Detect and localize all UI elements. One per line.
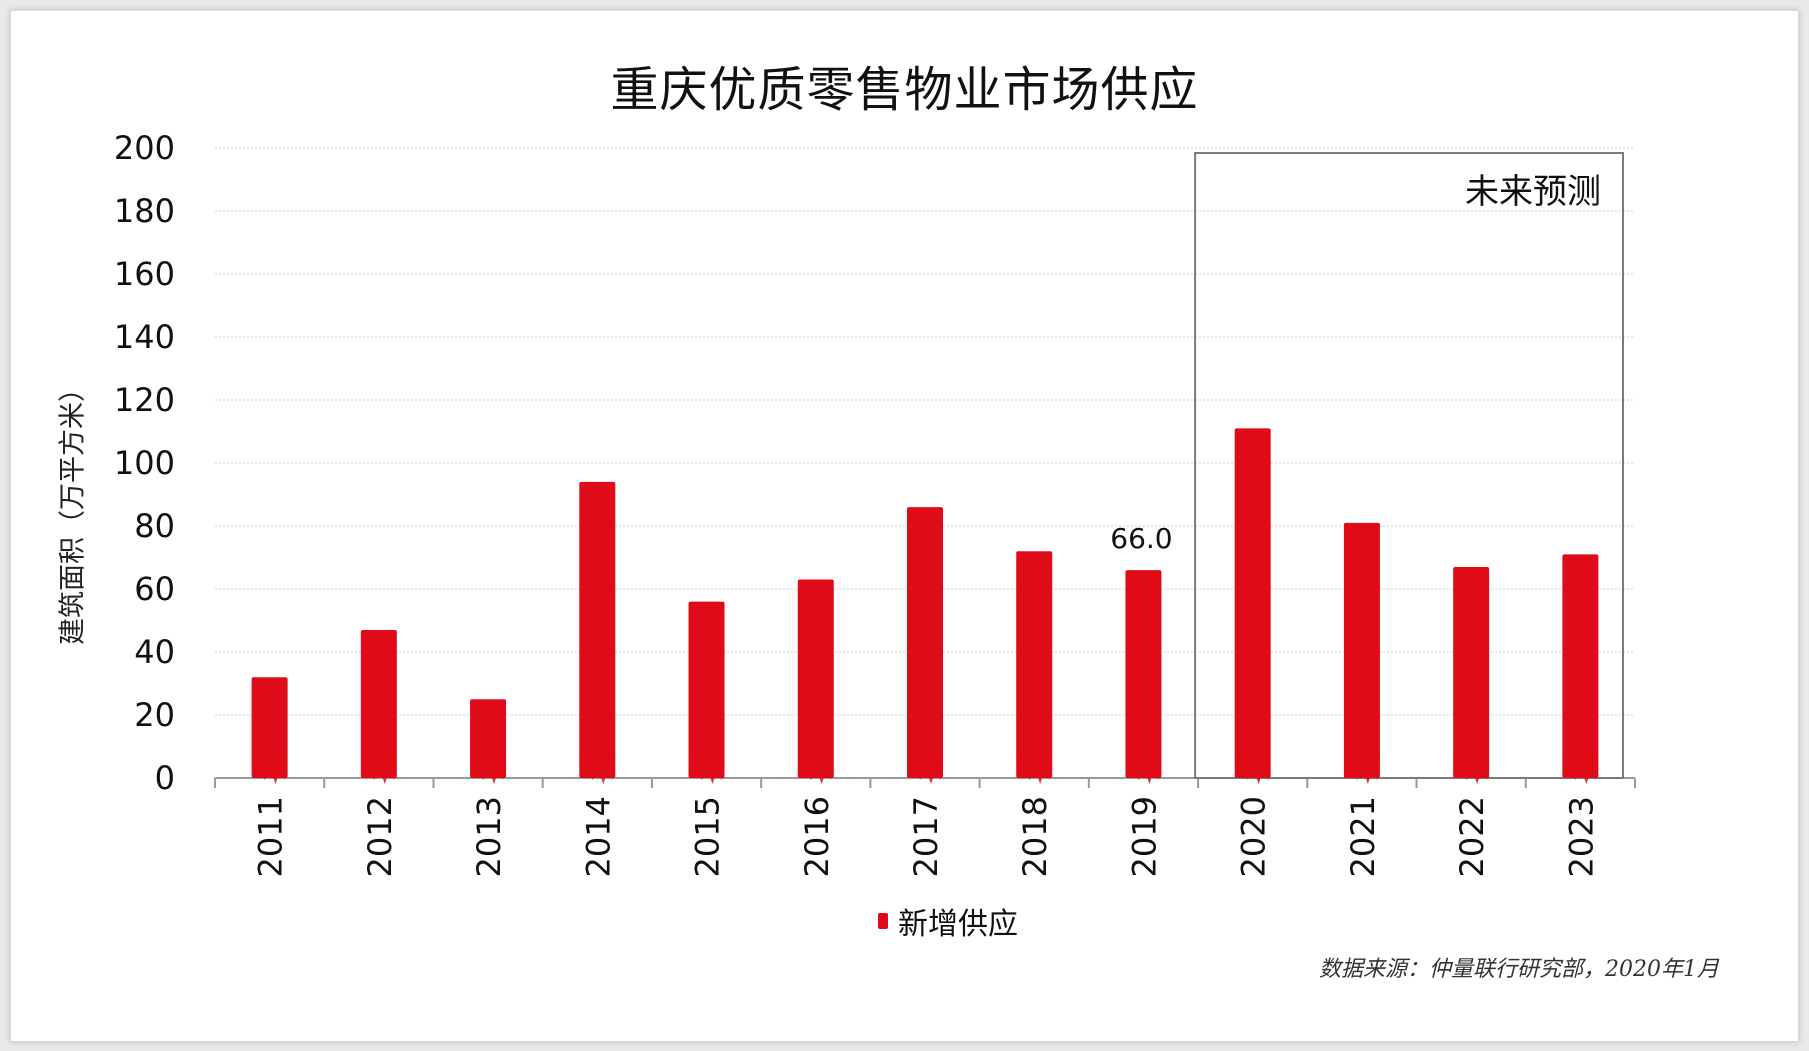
legend-swatch <box>878 913 888 929</box>
y-tick-label: 60 <box>134 570 175 608</box>
bar-brush-edge <box>470 758 507 784</box>
forecast-label: 未来预测 <box>1465 172 1601 212</box>
x-tick-label: 2023 <box>1562 796 1600 877</box>
bar-brush-edge <box>1234 758 1271 784</box>
forecast-box <box>1194 152 1624 779</box>
y-tick-label: 160 <box>114 255 175 293</box>
bar <box>1562 554 1599 778</box>
x-tick-label: 2020 <box>1235 796 1273 877</box>
x-tick-label: 2012 <box>361 796 399 877</box>
bar <box>1453 566 1490 778</box>
x-tick-label: 2022 <box>1453 796 1491 877</box>
bar <box>1016 551 1053 778</box>
bar <box>251 677 288 778</box>
bar-brush-edge <box>579 758 616 784</box>
bar <box>1343 522 1380 778</box>
bar-brush-edge <box>907 758 943 784</box>
legend-label: 新增供应 <box>898 907 1018 942</box>
bar <box>360 629 397 778</box>
bar-brush-edge <box>1562 758 1599 784</box>
bar-brush-edge <box>688 758 725 784</box>
x-tick-label: 2021 <box>1344 796 1382 877</box>
y-tick-label: 100 <box>114 444 175 482</box>
x-tick-label: 2017 <box>907 796 945 877</box>
bar-brush-edge <box>1453 758 1490 784</box>
x-tick-label: 2015 <box>689 796 727 877</box>
y-tick-label: 200 <box>114 129 175 167</box>
bar-brush-edge <box>1125 758 1162 784</box>
bar-brush-edge <box>1016 758 1053 784</box>
bar <box>1234 428 1271 778</box>
x-tick-label: 2018 <box>1016 796 1054 877</box>
bar <box>797 579 834 778</box>
y-tick-label: 80 <box>134 507 175 545</box>
bar-brush-edge <box>251 758 288 784</box>
y-tick-label: 40 <box>134 633 175 671</box>
y-tick-label: 0 <box>155 759 175 797</box>
source-note: 数据来源：仲量联行研究部，2020年1月 <box>1319 957 1719 982</box>
bar-brush-edge <box>360 758 397 784</box>
y-tick-label: 20 <box>134 696 175 734</box>
y-tick-label: 180 <box>114 192 175 230</box>
bar <box>579 481 616 778</box>
bar <box>907 507 943 778</box>
bar <box>688 601 725 778</box>
bar-brush-edge <box>1343 758 1380 784</box>
x-tick-label: 2013 <box>470 796 508 877</box>
x-tick-label: 2014 <box>579 796 617 877</box>
chart-title: 重庆优质零售物业市场供应 <box>610 62 1199 118</box>
data-label: 66.0 <box>1110 522 1172 555</box>
bar-brush-edge <box>797 758 834 784</box>
x-tick-label: 2016 <box>798 796 836 877</box>
y-tick-label: 140 <box>114 318 175 356</box>
x-tick-label: 2019 <box>1125 796 1163 877</box>
bar <box>1125 570 1162 778</box>
x-tick-label: 2011 <box>252 796 290 877</box>
y-tick-label: 120 <box>114 381 175 419</box>
